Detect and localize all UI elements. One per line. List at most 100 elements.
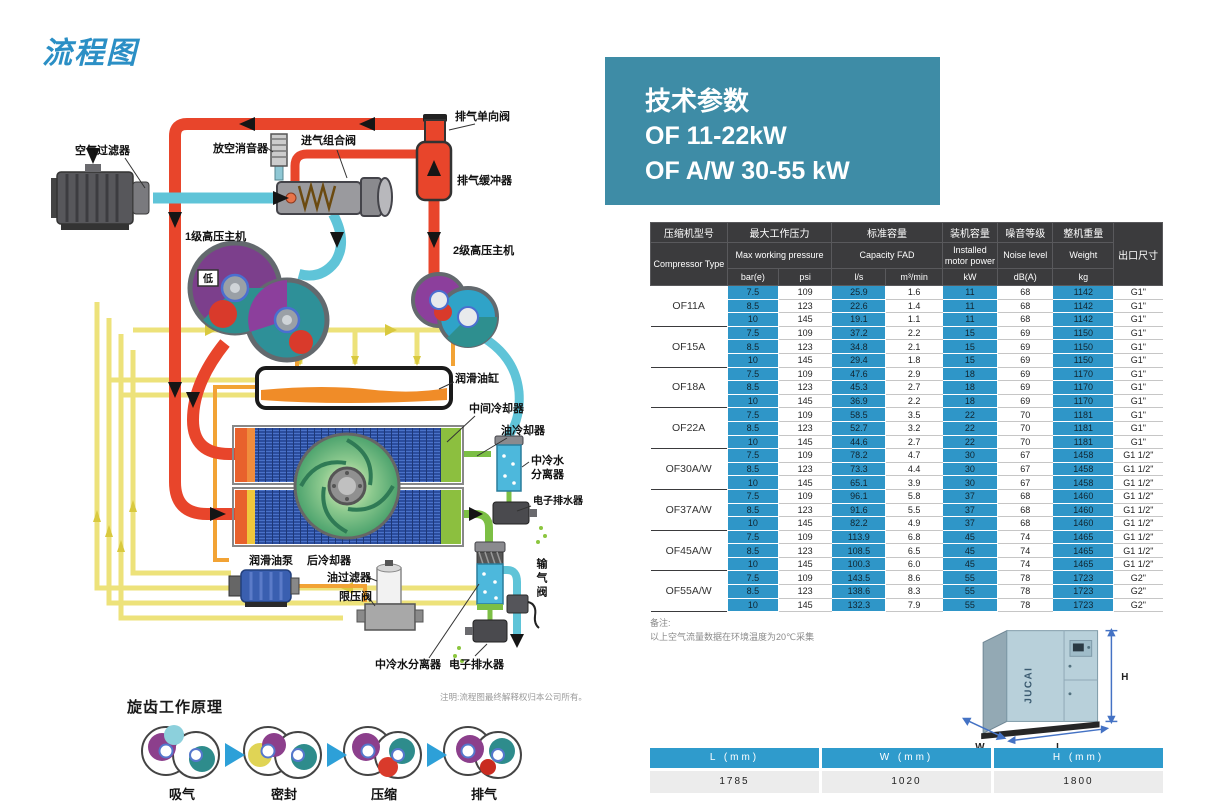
spec-cell: 1181 — [1052, 420, 1115, 436]
spec-cell: 22 — [941, 434, 999, 450]
low-pressure-badge: 低 — [197, 269, 219, 287]
stage2-label: 2级高压主机 — [453, 243, 514, 257]
spec-cell: 45 — [941, 543, 999, 558]
flow-labels: 空气过滤器 放空消音器 进气组合阀 排气单向阀 排气缓冲器 1级高压主机 2级高… — [75, 109, 584, 671]
dim-w-mark: W — [975, 742, 985, 753]
col-model-cn: 压缩机型号 — [650, 222, 728, 243]
spec-cell: G1 1/2" — [1113, 529, 1163, 545]
spec-cell: 8.3 — [885, 584, 943, 599]
oil-filter — [376, 560, 402, 605]
remarks-text: 以上空气流量数据在环境温度为20℃采集 — [650, 632, 815, 643]
spec-cell: 29.4 — [831, 352, 887, 368]
spec-cell: 10 — [726, 597, 779, 613]
spec-cell: 74 — [997, 529, 1053, 545]
spec-cell: 7.5 — [726, 285, 779, 300]
spec-cell: 1.4 — [885, 299, 943, 314]
spec-cell: 145 — [778, 394, 832, 409]
col-outlet: 出口尺寸 — [1113, 222, 1163, 286]
spec-cell: 22.6 — [831, 298, 887, 314]
unit-kg: kg — [1052, 268, 1115, 286]
spec-cell: 1465 — [1052, 543, 1115, 558]
intake-valve-label: 进气组合阀 — [301, 133, 356, 147]
principle-diagram: 吸气 密封 压缩 排气 — [141, 725, 522, 802]
spec-cell: 145 — [778, 516, 832, 531]
spec-cell: 65.1 — [831, 475, 887, 490]
spec-cell: 7.5 — [726, 448, 779, 463]
stage2-rotor — [411, 272, 499, 348]
cabinet-side — [982, 629, 1008, 735]
spec-cell: 7.5 — [726, 366, 779, 382]
spec-cell: 3.5 — [885, 407, 943, 422]
flow-arrows — [86, 117, 524, 648]
oil-tank — [255, 366, 453, 410]
spec-cell: 145 — [778, 312, 832, 327]
spec-cell: 100.3 — [831, 556, 887, 572]
spec-cell: 8.5 — [726, 420, 779, 436]
spec-cell: 73.3 — [831, 461, 887, 477]
spec-cell: G1" — [1113, 325, 1163, 341]
spec-cell: G1 1/2" — [1113, 557, 1163, 572]
spec-cell: 69 — [997, 394, 1053, 409]
spec-cell: 145 — [778, 598, 832, 613]
dimension-table-header: L (mm) W (mm) H (mm) — [650, 748, 1163, 768]
spec-cell: 15 — [941, 352, 999, 368]
spec-table-body: OF11A 7.5 109 25.9 1.6 11 68 1142 G1" 8.5 123 22.6 1… — [650, 285, 1163, 613]
spec-cell: 11 — [941, 312, 999, 327]
spec-cell: 67 — [997, 448, 1053, 463]
spec-cell: 44.6 — [831, 434, 887, 450]
product-dimension-drawing: JUCAI H L W — [962, 628, 1128, 753]
intake-combination-valve — [276, 177, 393, 217]
spec-cell: 11 — [941, 285, 999, 300]
spec-cell: 10 — [726, 312, 779, 327]
col-weight-cn: 整机重量 — [1052, 222, 1115, 243]
model-cell: OF45A/W — [650, 529, 728, 571]
spec-cell: 1723 — [1052, 584, 1115, 599]
tech-range-1: OF 11-22kW — [645, 122, 787, 151]
spec-cell: 45 — [941, 556, 999, 572]
spec-cell: 109 — [778, 488, 832, 504]
unit-m3min: m³/min — [885, 268, 943, 286]
spec-cell: G2" — [1113, 570, 1163, 586]
oil-pump-label: 润滑油泵 — [249, 553, 293, 567]
col-noise-en: Noise level — [997, 242, 1054, 269]
spec-cell: 30 — [941, 461, 999, 477]
principle-arrows — [225, 743, 447, 767]
spec-cell: 1460 — [1052, 502, 1115, 518]
spec-cell: 8.6 — [885, 570, 943, 586]
spec-cell: 8.5 — [726, 461, 779, 477]
oil-pump — [228, 569, 300, 607]
cabinet-base — [981, 721, 1100, 740]
flow-diagram: 低 — [51, 109, 584, 671]
spec-cell: 132.3 — [831, 597, 887, 613]
spec-cell: 68 — [997, 503, 1053, 518]
spec-cell: 11 — [941, 298, 999, 314]
spec-cell: 1142 — [1052, 312, 1115, 327]
spec-cell: 30 — [941, 448, 999, 463]
spec-cell: 8.5 — [726, 339, 779, 354]
spec-cell: 2.7 — [885, 380, 943, 395]
spec-cell: 34.8 — [831, 339, 887, 354]
spec-cell: 6.8 — [885, 529, 943, 545]
spec-cell: 2.7 — [885, 435, 943, 450]
spec-cell: 15 — [941, 325, 999, 341]
spec-cell: 4.7 — [885, 448, 943, 463]
spec-cell: 1460 — [1052, 516, 1115, 531]
spec-cell: 37.2 — [831, 325, 887, 341]
tech-title-box: 技术参数 OF 11-22kW OF A/W 30-55 kW — [605, 57, 940, 205]
spec-table-head: 压缩机型号 最大工作压力 标准容量 装机容量 噪音等级 整机重量 出口尺寸 Co… — [650, 222, 1163, 286]
spec-cell: 109 — [778, 285, 832, 300]
spec-cell: 68 — [997, 516, 1053, 531]
oil-pipes-orange — [213, 338, 455, 602]
blow-off-silencer — [270, 133, 288, 181]
spec-cell: 2.9 — [885, 366, 943, 382]
spec-cell: G1 1/2" — [1113, 488, 1163, 504]
spec-cell: 109 — [778, 529, 832, 545]
separator-top-label-2: 分离器 — [531, 467, 565, 481]
spec-cell: 123 — [778, 543, 832, 558]
spec-cell: 7.5 — [726, 570, 779, 586]
discharge-check-valve — [423, 114, 447, 143]
spec-cell: 68 — [997, 312, 1053, 327]
spec-cell: 96.1 — [831, 488, 887, 504]
spec-cell: 18 — [941, 393, 999, 409]
